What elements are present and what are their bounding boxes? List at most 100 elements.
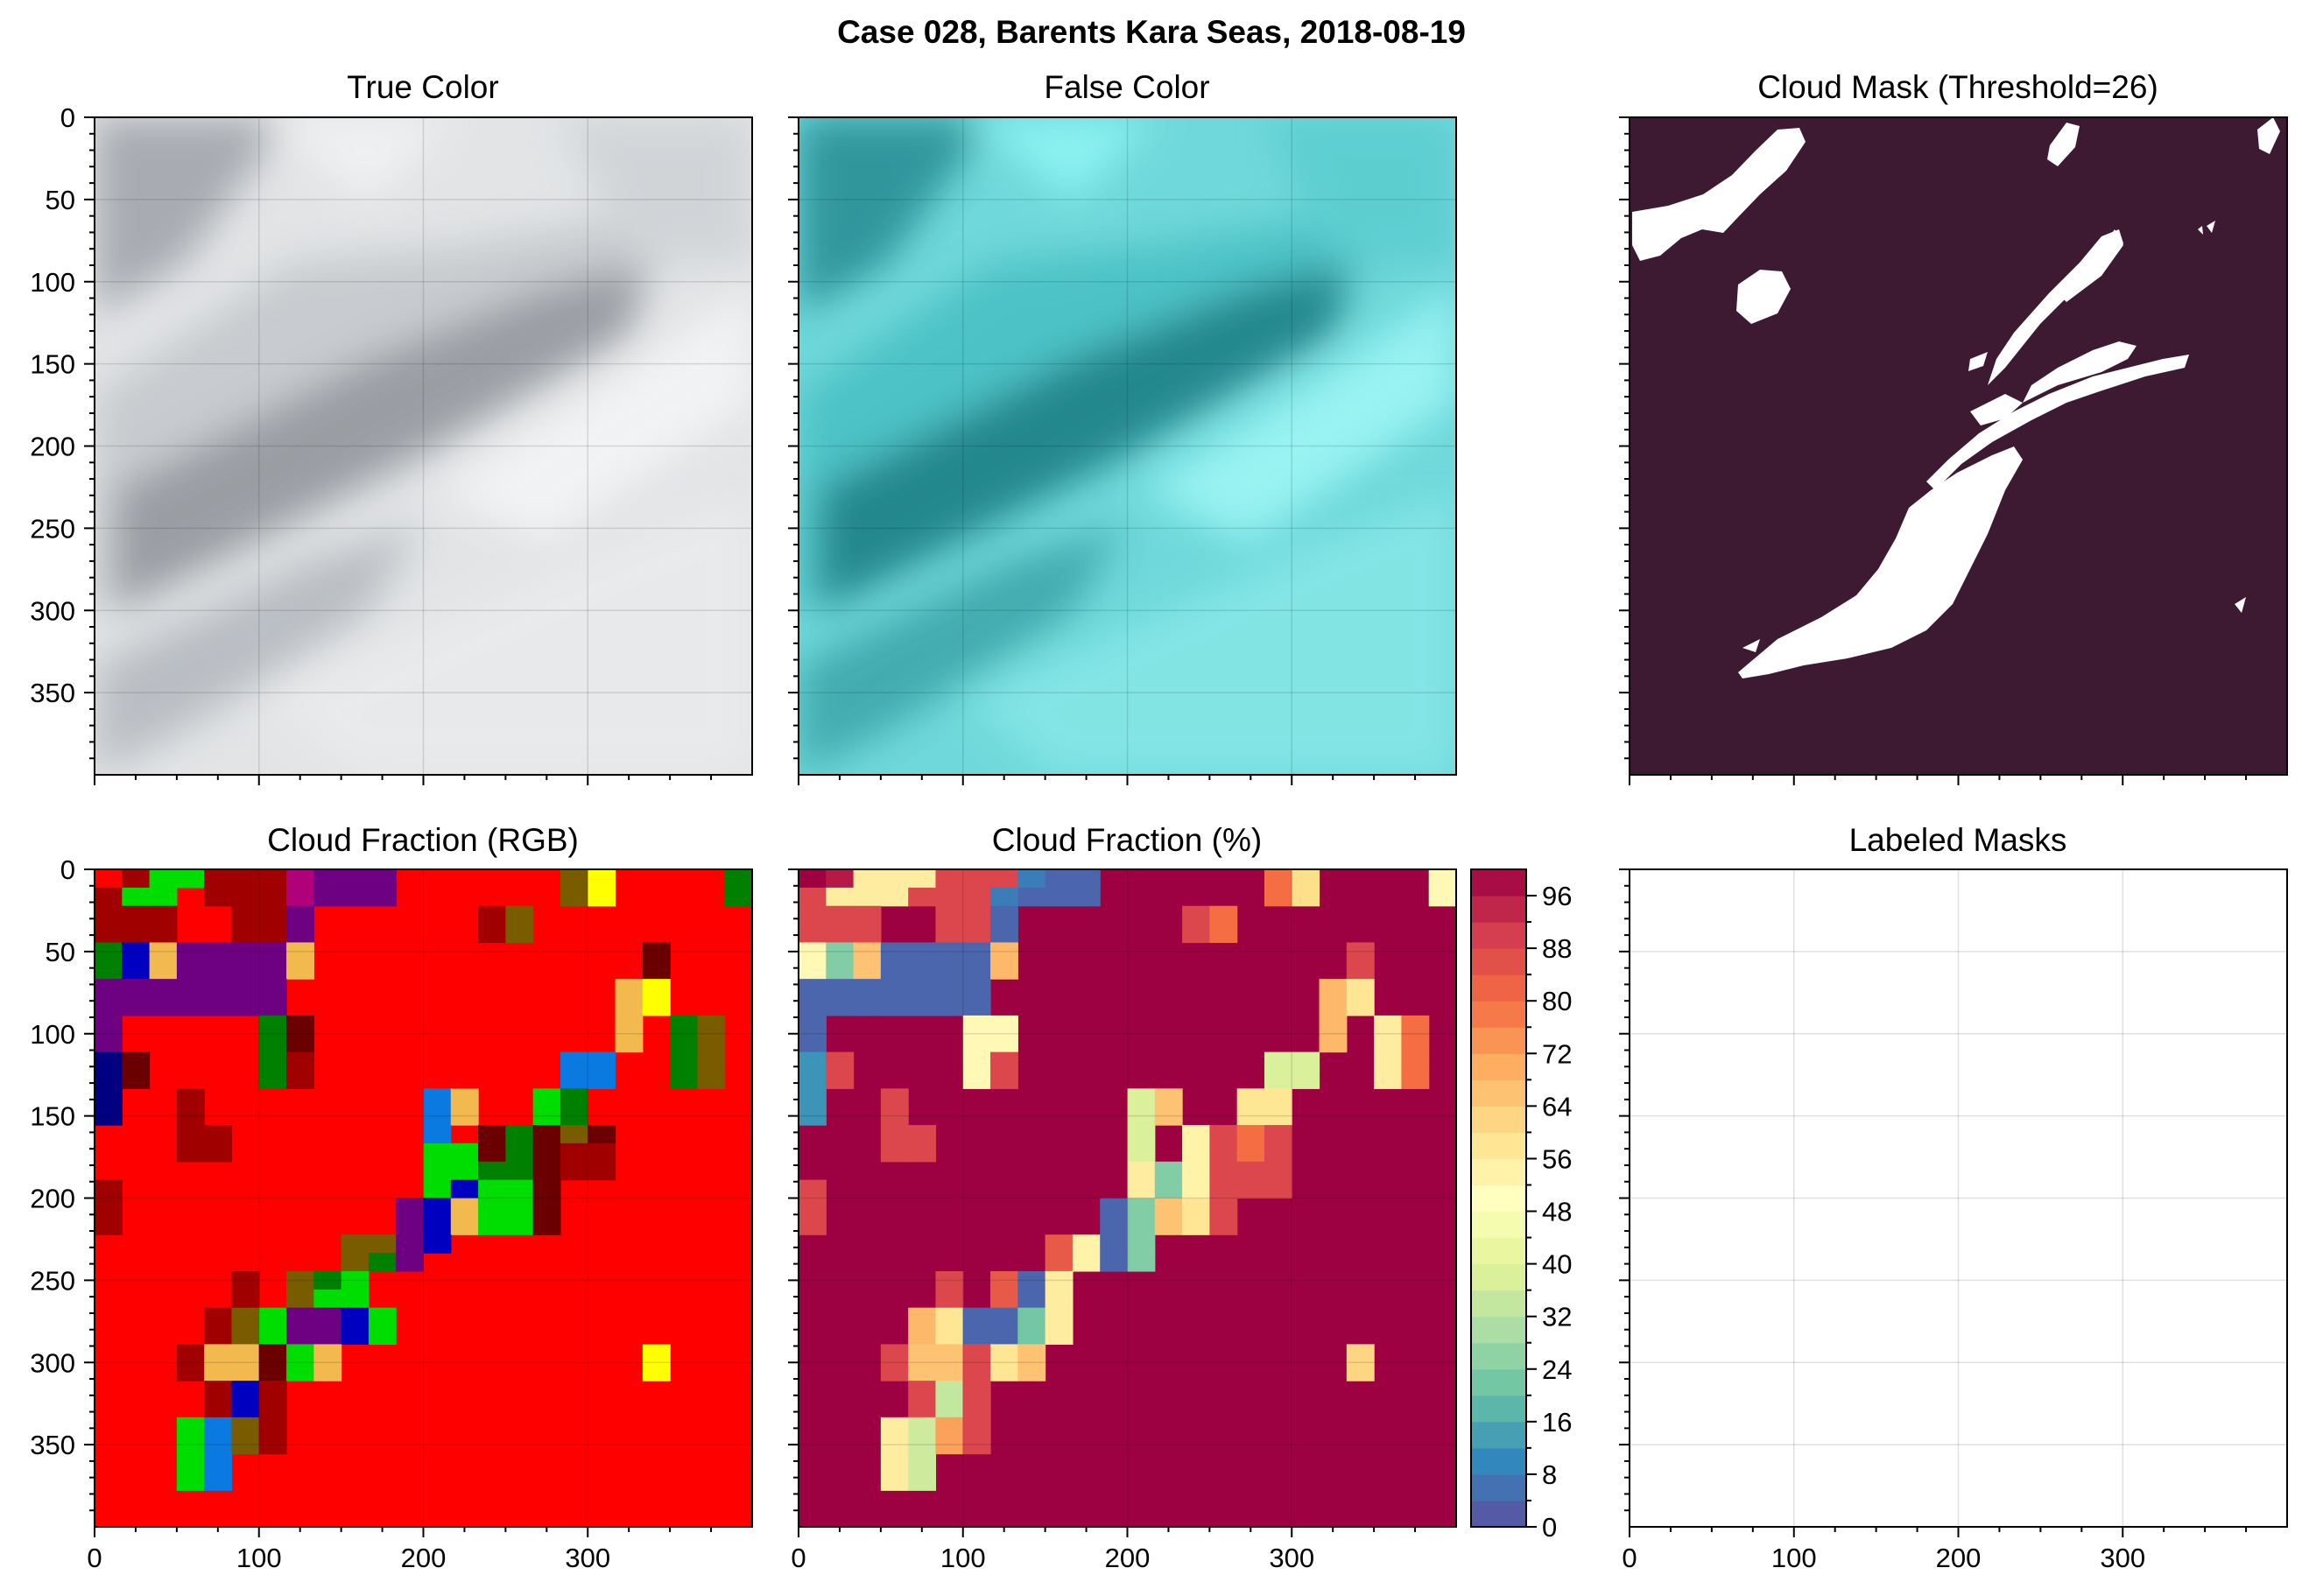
ticks-cloud-fraction-percent: 0 100 200 300 — [788, 868, 1417, 1573]
heatmap-cell — [286, 1015, 314, 1035]
colorbar-segment — [1471, 1185, 1526, 1213]
heatmap-cell — [990, 887, 1018, 907]
heatmap-cell — [1264, 1051, 1292, 1072]
heatmap-cell — [935, 1325, 964, 1345]
heatmap-cell — [1346, 997, 1375, 1016]
heatmap-cell — [149, 960, 178, 980]
heatmap-cell — [880, 1417, 909, 1437]
heatmap-cell — [1017, 1344, 1046, 1363]
heatmap-cell — [1100, 1216, 1129, 1235]
heatmap-cell — [258, 1417, 287, 1437]
heatmap-cell — [853, 997, 882, 1016]
heatmap-cell — [1428, 869, 1456, 889]
heatmap-cell — [799, 960, 827, 980]
heatmap-cell — [204, 979, 233, 998]
panel-labeled-masks: Labeled Masks 0 100 200 300 — [1619, 822, 2288, 1573]
heatmap-cell — [1045, 1307, 1074, 1327]
figure-title: Case 028, Barents Kara Seas, 2018-08-19 — [837, 14, 1466, 50]
heatmap-cell — [588, 1070, 616, 1089]
heatmap-cell — [313, 1325, 342, 1345]
heatmap-cell — [286, 1344, 314, 1363]
colorbar-segment — [1471, 1237, 1526, 1265]
heatmap-cell — [396, 1216, 425, 1235]
y-tick-label: 300 — [30, 1347, 75, 1378]
heatmap-cell — [642, 1362, 671, 1382]
heatmap-cell — [880, 1453, 909, 1473]
heatmap-cell — [204, 1398, 233, 1418]
heatmap-cell — [176, 1088, 205, 1107]
panel-title: Labeled Masks — [1849, 822, 2067, 858]
heatmap-cell — [95, 1070, 123, 1089]
colorbar-segment — [1471, 1158, 1526, 1186]
heatmap-cell — [341, 1325, 370, 1345]
heatmap-cell — [258, 924, 287, 944]
heatmap-cell — [341, 887, 370, 907]
heatmap-cell — [231, 942, 260, 961]
heatmap-cell — [176, 1453, 205, 1473]
heatmap-cell — [990, 1051, 1018, 1072]
heatmap-cell — [231, 924, 260, 944]
colorbar-tick-label: 32 — [1542, 1302, 1572, 1332]
heatmap-cell — [588, 1161, 616, 1181]
heatmap-cell — [122, 960, 151, 980]
heatmap-cell — [935, 887, 964, 907]
colorbar-tick-label: 16 — [1542, 1407, 1572, 1438]
heatmap-cell — [1182, 905, 1210, 925]
true-color-image — [95, 117, 752, 775]
heatmap-cell — [176, 960, 205, 980]
heatmap-cell — [962, 905, 991, 925]
heatmap-cell — [231, 1270, 260, 1290]
heatmap-cell — [935, 869, 964, 889]
heatmap-cell — [1346, 960, 1375, 980]
heatmap-cell — [1209, 1216, 1238, 1235]
heatmap-cell — [1264, 1179, 1292, 1199]
heatmap-cell — [313, 1307, 342, 1327]
heatmap-cell — [341, 1253, 370, 1272]
heatmap-cell — [231, 1362, 260, 1382]
heatmap-cell — [990, 1307, 1018, 1327]
heatmap-cell — [935, 1398, 964, 1418]
heatmap-cell — [588, 1051, 616, 1072]
heatmap-cell — [286, 869, 314, 889]
grid-cloud-fraction-rgb — [95, 869, 752, 1527]
heatmap-cell — [95, 1107, 123, 1126]
heatmap-cell — [853, 942, 882, 961]
heatmap-cell — [908, 869, 937, 889]
heatmap-cell — [258, 960, 287, 980]
heatmap-cell — [935, 1270, 964, 1290]
heatmap-cell — [670, 1070, 699, 1089]
heatmap-cell — [423, 1125, 452, 1144]
y-tick-label: 100 — [30, 1019, 75, 1050]
colorbar-tick-label: 56 — [1542, 1143, 1572, 1174]
x-tick-label: 100 — [1771, 1543, 1817, 1573]
heatmap-cell — [880, 1143, 909, 1163]
panel-title: Cloud Mask (Threshold=26) — [1757, 69, 2158, 105]
heatmap-cell — [826, 1070, 855, 1089]
y-tick-label: 200 — [30, 1184, 75, 1214]
heatmap-cell — [799, 1216, 827, 1235]
heatmap-cell — [962, 997, 991, 1016]
heatmap-cell — [560, 869, 588, 889]
heatmap-cell — [908, 942, 937, 961]
heatmap-cell — [935, 1344, 964, 1363]
heatmap-cell — [258, 1070, 287, 1089]
heatmap-cell — [908, 1398, 937, 1418]
heatmap-cell — [826, 997, 855, 1016]
heatmap-cell — [1401, 1070, 1430, 1089]
heatmap-cell — [95, 979, 123, 998]
heatmap-cell — [853, 960, 882, 980]
heatmap-cell — [1127, 1125, 1156, 1144]
heatmap-cell — [935, 942, 964, 961]
heatmap-cell — [450, 1143, 479, 1163]
heatmap-cell — [962, 887, 991, 907]
heatmap-cell — [176, 869, 205, 889]
heatmap-cell — [204, 942, 233, 961]
heatmap-cell — [1127, 1143, 1156, 1163]
heatmap-cell — [799, 1107, 827, 1126]
heatmap-cell — [615, 1015, 644, 1035]
heatmap-cell — [880, 887, 909, 907]
y-tick-label: 100 — [30, 267, 75, 298]
heatmap-cell — [1072, 869, 1101, 889]
heatmap-cell — [880, 869, 909, 889]
heatmap-cell — [908, 1143, 937, 1163]
